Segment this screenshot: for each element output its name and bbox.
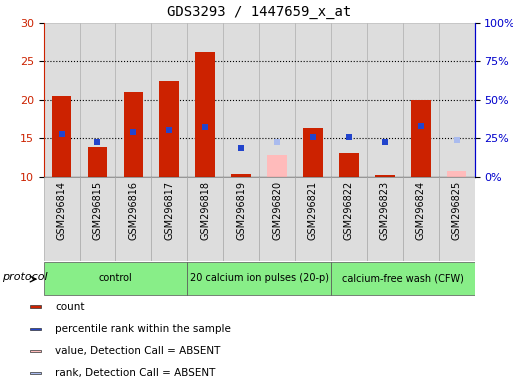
Bar <box>403 23 439 177</box>
Bar <box>367 23 403 177</box>
Bar <box>187 262 331 295</box>
Text: count: count <box>55 302 85 312</box>
Title: GDS3293 / 1447659_x_at: GDS3293 / 1447659_x_at <box>167 5 351 19</box>
Bar <box>115 23 151 177</box>
Bar <box>160 81 179 177</box>
Bar <box>151 23 187 177</box>
Bar <box>295 177 331 261</box>
Bar <box>44 23 80 177</box>
Bar <box>403 177 439 261</box>
Bar <box>367 177 403 261</box>
Bar <box>447 171 466 177</box>
Bar <box>439 177 475 261</box>
Bar <box>151 177 187 261</box>
Text: GSM296817: GSM296817 <box>164 181 174 240</box>
Text: GSM296823: GSM296823 <box>380 181 390 240</box>
Text: GSM296821: GSM296821 <box>308 181 318 240</box>
Bar <box>231 174 251 177</box>
Bar <box>259 177 295 261</box>
Text: protocol: protocol <box>2 271 48 282</box>
Text: GSM296814: GSM296814 <box>56 181 67 240</box>
Bar <box>187 23 223 177</box>
Bar <box>80 23 115 177</box>
Bar <box>331 262 475 295</box>
Bar <box>303 128 323 177</box>
Bar <box>115 177 151 261</box>
Text: GSM296819: GSM296819 <box>236 181 246 240</box>
Bar <box>331 23 367 177</box>
Text: percentile rank within the sample: percentile rank within the sample <box>55 324 231 334</box>
Text: control: control <box>98 273 132 283</box>
Bar <box>44 177 80 261</box>
Bar <box>30 328 41 330</box>
Text: GSM296824: GSM296824 <box>416 181 426 240</box>
Bar <box>223 177 259 261</box>
Bar <box>187 177 223 261</box>
Text: GSM296816: GSM296816 <box>128 181 139 240</box>
Text: calcium-free wash (CFW): calcium-free wash (CFW) <box>342 273 464 283</box>
Bar <box>30 372 41 374</box>
Text: value, Detection Call = ABSENT: value, Detection Call = ABSENT <box>55 346 221 356</box>
Bar <box>331 177 367 261</box>
Text: 20 calcium ion pulses (20-p): 20 calcium ion pulses (20-p) <box>190 273 328 283</box>
Bar <box>375 175 394 177</box>
Bar <box>339 153 359 177</box>
Bar <box>295 23 331 177</box>
Bar <box>223 23 259 177</box>
Bar <box>88 147 107 177</box>
Bar <box>80 177 115 261</box>
Bar <box>267 155 287 177</box>
Text: GSM296825: GSM296825 <box>451 181 462 240</box>
Bar <box>44 262 187 295</box>
Text: rank, Detection Call = ABSENT: rank, Detection Call = ABSENT <box>55 368 215 378</box>
Text: GSM296815: GSM296815 <box>92 181 103 240</box>
Bar <box>30 349 41 352</box>
Bar <box>52 96 71 177</box>
Bar <box>411 100 430 177</box>
Text: GSM296818: GSM296818 <box>200 181 210 240</box>
Bar <box>439 23 475 177</box>
Bar <box>259 23 295 177</box>
Text: GSM296820: GSM296820 <box>272 181 282 240</box>
Bar <box>124 92 143 177</box>
Bar <box>30 305 41 308</box>
Bar <box>195 52 215 177</box>
Text: GSM296822: GSM296822 <box>344 181 354 240</box>
